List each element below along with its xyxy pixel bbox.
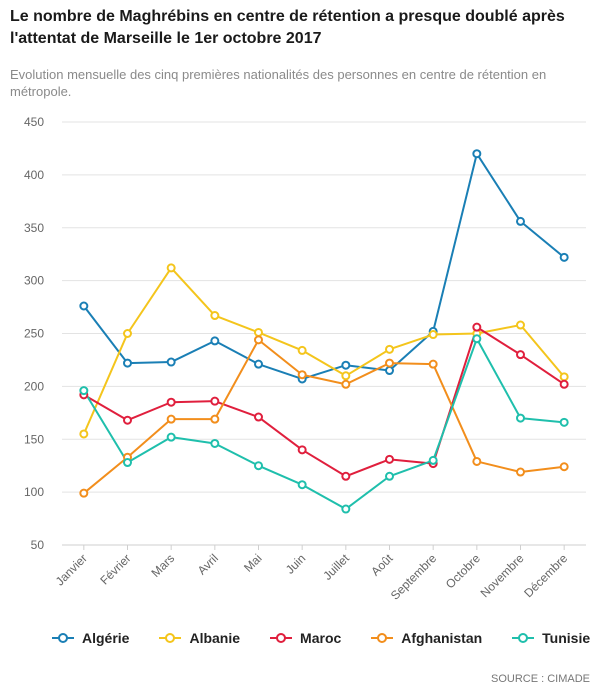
data-point-maroc (123, 415, 132, 425)
data-point-afghanistan (559, 462, 569, 472)
data-point-afghanistan (516, 467, 525, 477)
x-tick-label: Septembre (388, 551, 440, 603)
data-point-albanie (385, 344, 394, 354)
legend-label: Tunisie (542, 630, 591, 646)
x-tick-label: Octobre (443, 551, 483, 591)
legend-label: Maroc (300, 630, 342, 646)
legend-item[interactable]: Tunisie (512, 630, 590, 646)
source-note: SOURCE : CIMADE (490, 673, 590, 685)
data-point-albanie (428, 330, 438, 340)
data-point-tunisie (79, 386, 89, 396)
data-point-albanie (297, 345, 307, 355)
y-tick-label: 150 (24, 432, 44, 446)
data-point-algérie (210, 336, 220, 346)
legend-item[interactable]: Afghanistan (371, 630, 482, 646)
data-point-tunisie (472, 334, 482, 344)
x-tick-label: Février (97, 551, 133, 587)
line-chart: 50 100 150 200 250 300 350 400 450 Janvier Février… (24, 115, 586, 603)
y-tick-label: 100 (24, 485, 44, 499)
data-point-afghanistan (428, 359, 438, 369)
y-tick-label: 350 (24, 221, 44, 235)
data-point-albanie (254, 327, 263, 337)
data-point-maroc (472, 322, 482, 332)
legend-item[interactable]: Albanie (159, 630, 240, 646)
legend-swatch-icon (512, 633, 535, 643)
data-point-algérie (166, 357, 176, 367)
data-point-afghanistan (79, 488, 89, 498)
data-point-albanie (79, 429, 89, 439)
data-point-tunisie (428, 455, 438, 465)
x-tick-label: Avril (195, 551, 221, 577)
data-point-maroc (516, 350, 525, 360)
x-tick-label: Mars (149, 551, 178, 580)
legend-swatch-icon (270, 633, 293, 643)
data-point-maroc (559, 379, 569, 389)
data-point-maroc (254, 412, 263, 422)
legend-swatch-icon (159, 633, 182, 643)
data-point-afghanistan (341, 379, 351, 389)
data-point-tunisie (254, 461, 263, 471)
data-point-tunisie (385, 471, 394, 481)
legend-swatch-icon (371, 633, 394, 643)
data-point-tunisie (559, 417, 569, 427)
chart-legend: Algérie Albanie Maroc Afghanistan Tunisie (52, 630, 600, 646)
series-line-algérie (83, 152, 565, 380)
x-tick-label: Janvier (53, 551, 90, 588)
data-point-maroc (210, 396, 220, 406)
data-point-albanie (516, 320, 525, 330)
chart-title: Le nombre de Maghrébins en centre de rét… (10, 8, 565, 47)
x-tick-label: Novembre (478, 551, 527, 600)
legend-item[interactable]: Maroc (270, 630, 341, 646)
y-tick-label: 400 (24, 168, 44, 182)
data-point-afghanistan (297, 370, 307, 380)
y-tick-label: 450 (24, 115, 44, 129)
y-tick-label: 300 (24, 274, 44, 288)
data-point-afghanistan (385, 358, 394, 368)
data-point-albanie (341, 371, 351, 381)
data-point-maroc (166, 397, 176, 407)
y-tick-label: 50 (31, 538, 45, 552)
series-line-tunisie (82, 337, 565, 511)
x-tick-label: Mai (241, 551, 265, 575)
data-point-tunisie (516, 413, 525, 423)
data-point-maroc (297, 445, 307, 455)
data-point-afghanistan (254, 335, 263, 345)
data-point-algérie (79, 301, 89, 311)
data-point-algérie (516, 216, 525, 226)
data-point-tunisie (297, 480, 307, 490)
data-point-afghanistan (472, 456, 482, 466)
series-line-afghanistan (83, 338, 565, 494)
data-point-maroc (385, 454, 394, 464)
data-point-algérie (341, 360, 351, 370)
legend-label: Afghanistan (401, 630, 483, 646)
legend-label: Albanie (189, 630, 241, 646)
data-point-afghanistan (210, 414, 220, 424)
data-point-tunisie (210, 438, 220, 448)
data-point-albanie (559, 372, 569, 382)
chart-subtitle: Evolution mensuelle des cinq premières n… (10, 67, 547, 99)
data-point-tunisie (166, 432, 176, 442)
x-tick-label: Août (368, 551, 396, 579)
legend-label: Algérie (82, 630, 130, 646)
x-tick-label: Décembre (521, 551, 570, 600)
data-point-afghanistan (166, 414, 176, 424)
x-tick-label: Juin (283, 551, 308, 576)
legend-item[interactable]: Algérie (52, 630, 129, 646)
data-point-algérie (472, 149, 482, 159)
data-point-algérie (559, 252, 569, 262)
data-point-albanie (210, 311, 220, 321)
data-point-albanie (123, 329, 132, 338)
data-point-maroc (341, 471, 351, 481)
data-point-algérie (385, 366, 394, 376)
series-line-maroc (83, 326, 565, 478)
y-tick-label: 250 (24, 327, 44, 341)
y-tick-label: 200 (24, 379, 44, 393)
data-point-algérie (254, 359, 263, 369)
data-point-tunisie (341, 504, 351, 514)
data-point-tunisie (123, 458, 132, 468)
legend-swatch-icon (52, 633, 74, 643)
data-point-albanie (166, 263, 176, 273)
x-tick-label: Juillet (320, 551, 352, 583)
data-point-algérie (123, 358, 132, 368)
